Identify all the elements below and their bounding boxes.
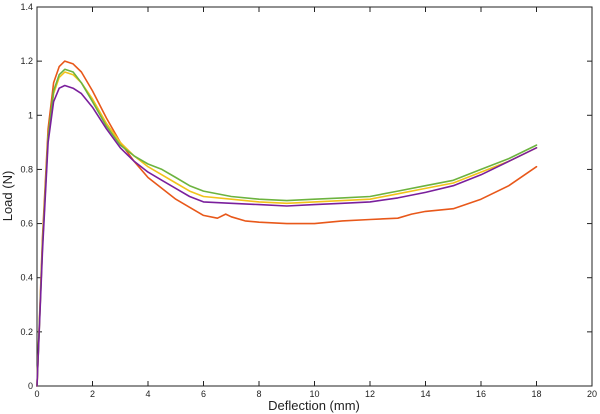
y-tick-label: 1: [28, 110, 33, 120]
series-lines: [36, 60, 538, 387]
y-axis-ticks: 0 0.2 0.4 0.6 0.8 1 1.2 1.4: [20, 2, 592, 391]
y-tick-label: 0.6: [20, 219, 33, 229]
plot-frame: [36, 6, 593, 387]
series-line-3: [36, 68, 538, 387]
x-tick-label: 20: [587, 389, 597, 399]
x-tick-label: 18: [531, 389, 541, 399]
x-tick-label: 14: [420, 389, 430, 399]
y-tick-label: 0.4: [20, 273, 33, 283]
series-line-2: [36, 71, 538, 387]
x-tick-label: 6: [201, 389, 206, 399]
y-tick-label: 0.8: [20, 164, 33, 174]
x-tick-label: 4: [145, 389, 150, 399]
x-axis-ticks: 0 2 4 6 8 10 12 14 16 18 20: [34, 7, 597, 399]
x-tick-label: 16: [476, 389, 486, 399]
y-tick-label: 0: [28, 381, 33, 391]
x-tick-label: 10: [309, 389, 319, 399]
y-tick-label: 0.2: [20, 327, 33, 337]
y-axis-title: Load (N): [0, 171, 15, 222]
series-line-1: [36, 60, 538, 387]
x-tick-label: 8: [256, 389, 261, 399]
x-axis-title: Deflection (mm): [268, 398, 360, 413]
y-tick-label: 1.2: [20, 56, 33, 66]
y-tick-label: 1.4: [20, 2, 33, 12]
series-line-4: [36, 84, 538, 387]
x-tick-label: 0: [34, 389, 39, 399]
x-tick-label: 12: [365, 389, 375, 399]
x-tick-label: 2: [90, 389, 95, 399]
